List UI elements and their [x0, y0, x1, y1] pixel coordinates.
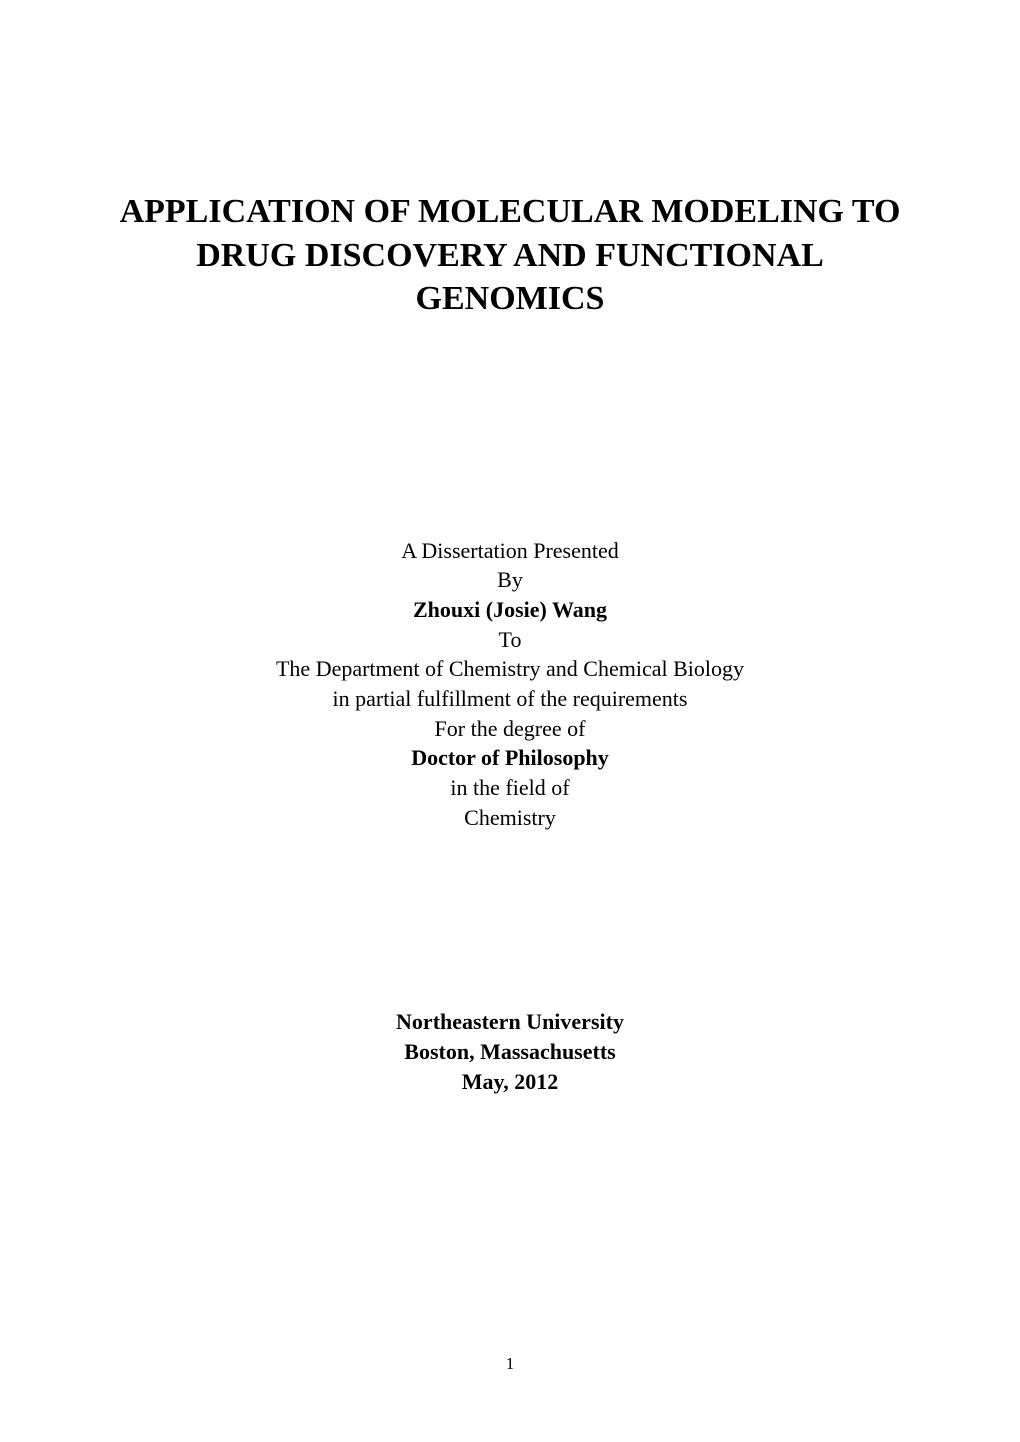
degree-name: Doctor of Philosophy	[100, 743, 920, 773]
degree-intro-line: For the degree of	[100, 714, 920, 744]
field-name: Chemistry	[100, 803, 920, 833]
title-page: APPLICATION OF MOLECULAR MODELING TO DRU…	[0, 0, 1020, 1442]
department-line: The Department of Chemistry and Chemical…	[100, 654, 920, 684]
fulfillment-line: in partial fulfillment of the requiremen…	[100, 684, 920, 714]
institution-block: Northeastern University Boston, Massachu…	[100, 1007, 920, 1096]
field-intro-line: in the field of	[100, 773, 920, 803]
to-line: To	[100, 625, 920, 655]
date: May, 2012	[100, 1067, 920, 1097]
page-number: 1	[0, 1354, 1020, 1374]
author-name: Zhouxi (Josie) Wang	[100, 595, 920, 625]
presentation-block: A Dissertation Presented By Zhouxi (Josi…	[100, 536, 920, 833]
dissertation-title: APPLICATION OF MOLECULAR MODELING TO DRU…	[100, 190, 920, 321]
title-line-2: DRUG DISCOVERY AND FUNCTIONAL	[100, 234, 920, 278]
location: Boston, Massachusetts	[100, 1037, 920, 1067]
title-line-1: APPLICATION OF MOLECULAR MODELING TO	[100, 190, 920, 234]
by-line: By	[100, 565, 920, 595]
presented-line: A Dissertation Presented	[100, 536, 920, 566]
title-line-3: GENOMICS	[100, 277, 920, 321]
university-name: Northeastern University	[100, 1007, 920, 1037]
